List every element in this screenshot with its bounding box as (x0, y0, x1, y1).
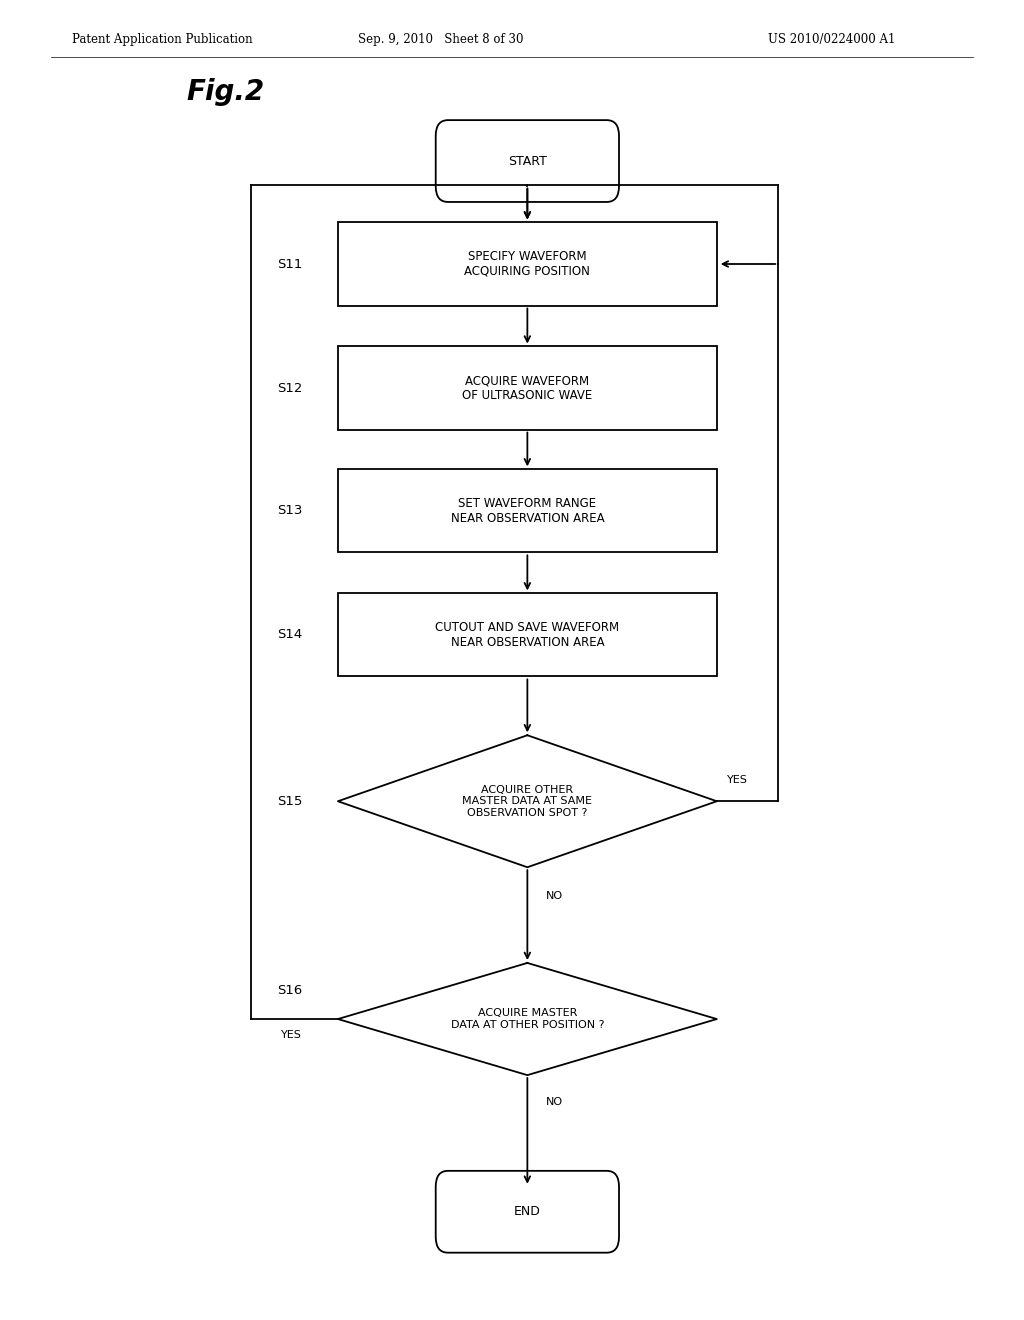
Text: START: START (508, 154, 547, 168)
Bar (338, 469, 717, 552)
Text: US 2010/0224000 A1: US 2010/0224000 A1 (768, 33, 895, 46)
Polygon shape (338, 964, 717, 1074)
Bar (338, 593, 717, 676)
Text: S16: S16 (276, 983, 302, 997)
Text: S13: S13 (276, 504, 302, 517)
Polygon shape (338, 735, 717, 867)
Text: NO: NO (546, 891, 563, 902)
Bar (338, 222, 717, 305)
Text: S15: S15 (276, 795, 302, 808)
Bar (338, 346, 717, 430)
Text: YES: YES (727, 775, 748, 785)
Text: CUTOUT AND SAVE WAVEFORM
NEAR OBSERVATION AREA: CUTOUT AND SAVE WAVEFORM NEAR OBSERVATIO… (435, 620, 620, 649)
Text: NO: NO (546, 1097, 563, 1106)
Text: YES: YES (282, 1030, 302, 1040)
Text: S14: S14 (276, 628, 302, 642)
FancyBboxPatch shape (436, 120, 618, 202)
Text: ACQUIRE OTHER
MASTER DATA AT SAME
OBSERVATION SPOT ?: ACQUIRE OTHER MASTER DATA AT SAME OBSERV… (463, 784, 592, 818)
Text: Patent Application Publication: Patent Application Publication (72, 33, 252, 46)
Text: SET WAVEFORM RANGE
NEAR OBSERVATION AREA: SET WAVEFORM RANGE NEAR OBSERVATION AREA (451, 496, 604, 525)
Text: S11: S11 (276, 257, 302, 271)
Text: END: END (514, 1205, 541, 1218)
Text: Fig.2: Fig.2 (186, 78, 264, 107)
Text: ACQUIRE WAVEFORM
OF ULTRASONIC WAVE: ACQUIRE WAVEFORM OF ULTRASONIC WAVE (462, 374, 593, 403)
FancyBboxPatch shape (436, 1171, 618, 1253)
Text: S12: S12 (276, 381, 302, 395)
Text: ACQUIRE MASTER
DATA AT OTHER POSITION ?: ACQUIRE MASTER DATA AT OTHER POSITION ? (451, 1008, 604, 1030)
Text: SPECIFY WAVEFORM
ACQUIRING POSITION: SPECIFY WAVEFORM ACQUIRING POSITION (465, 249, 590, 279)
Text: Sep. 9, 2010   Sheet 8 of 30: Sep. 9, 2010 Sheet 8 of 30 (357, 33, 523, 46)
